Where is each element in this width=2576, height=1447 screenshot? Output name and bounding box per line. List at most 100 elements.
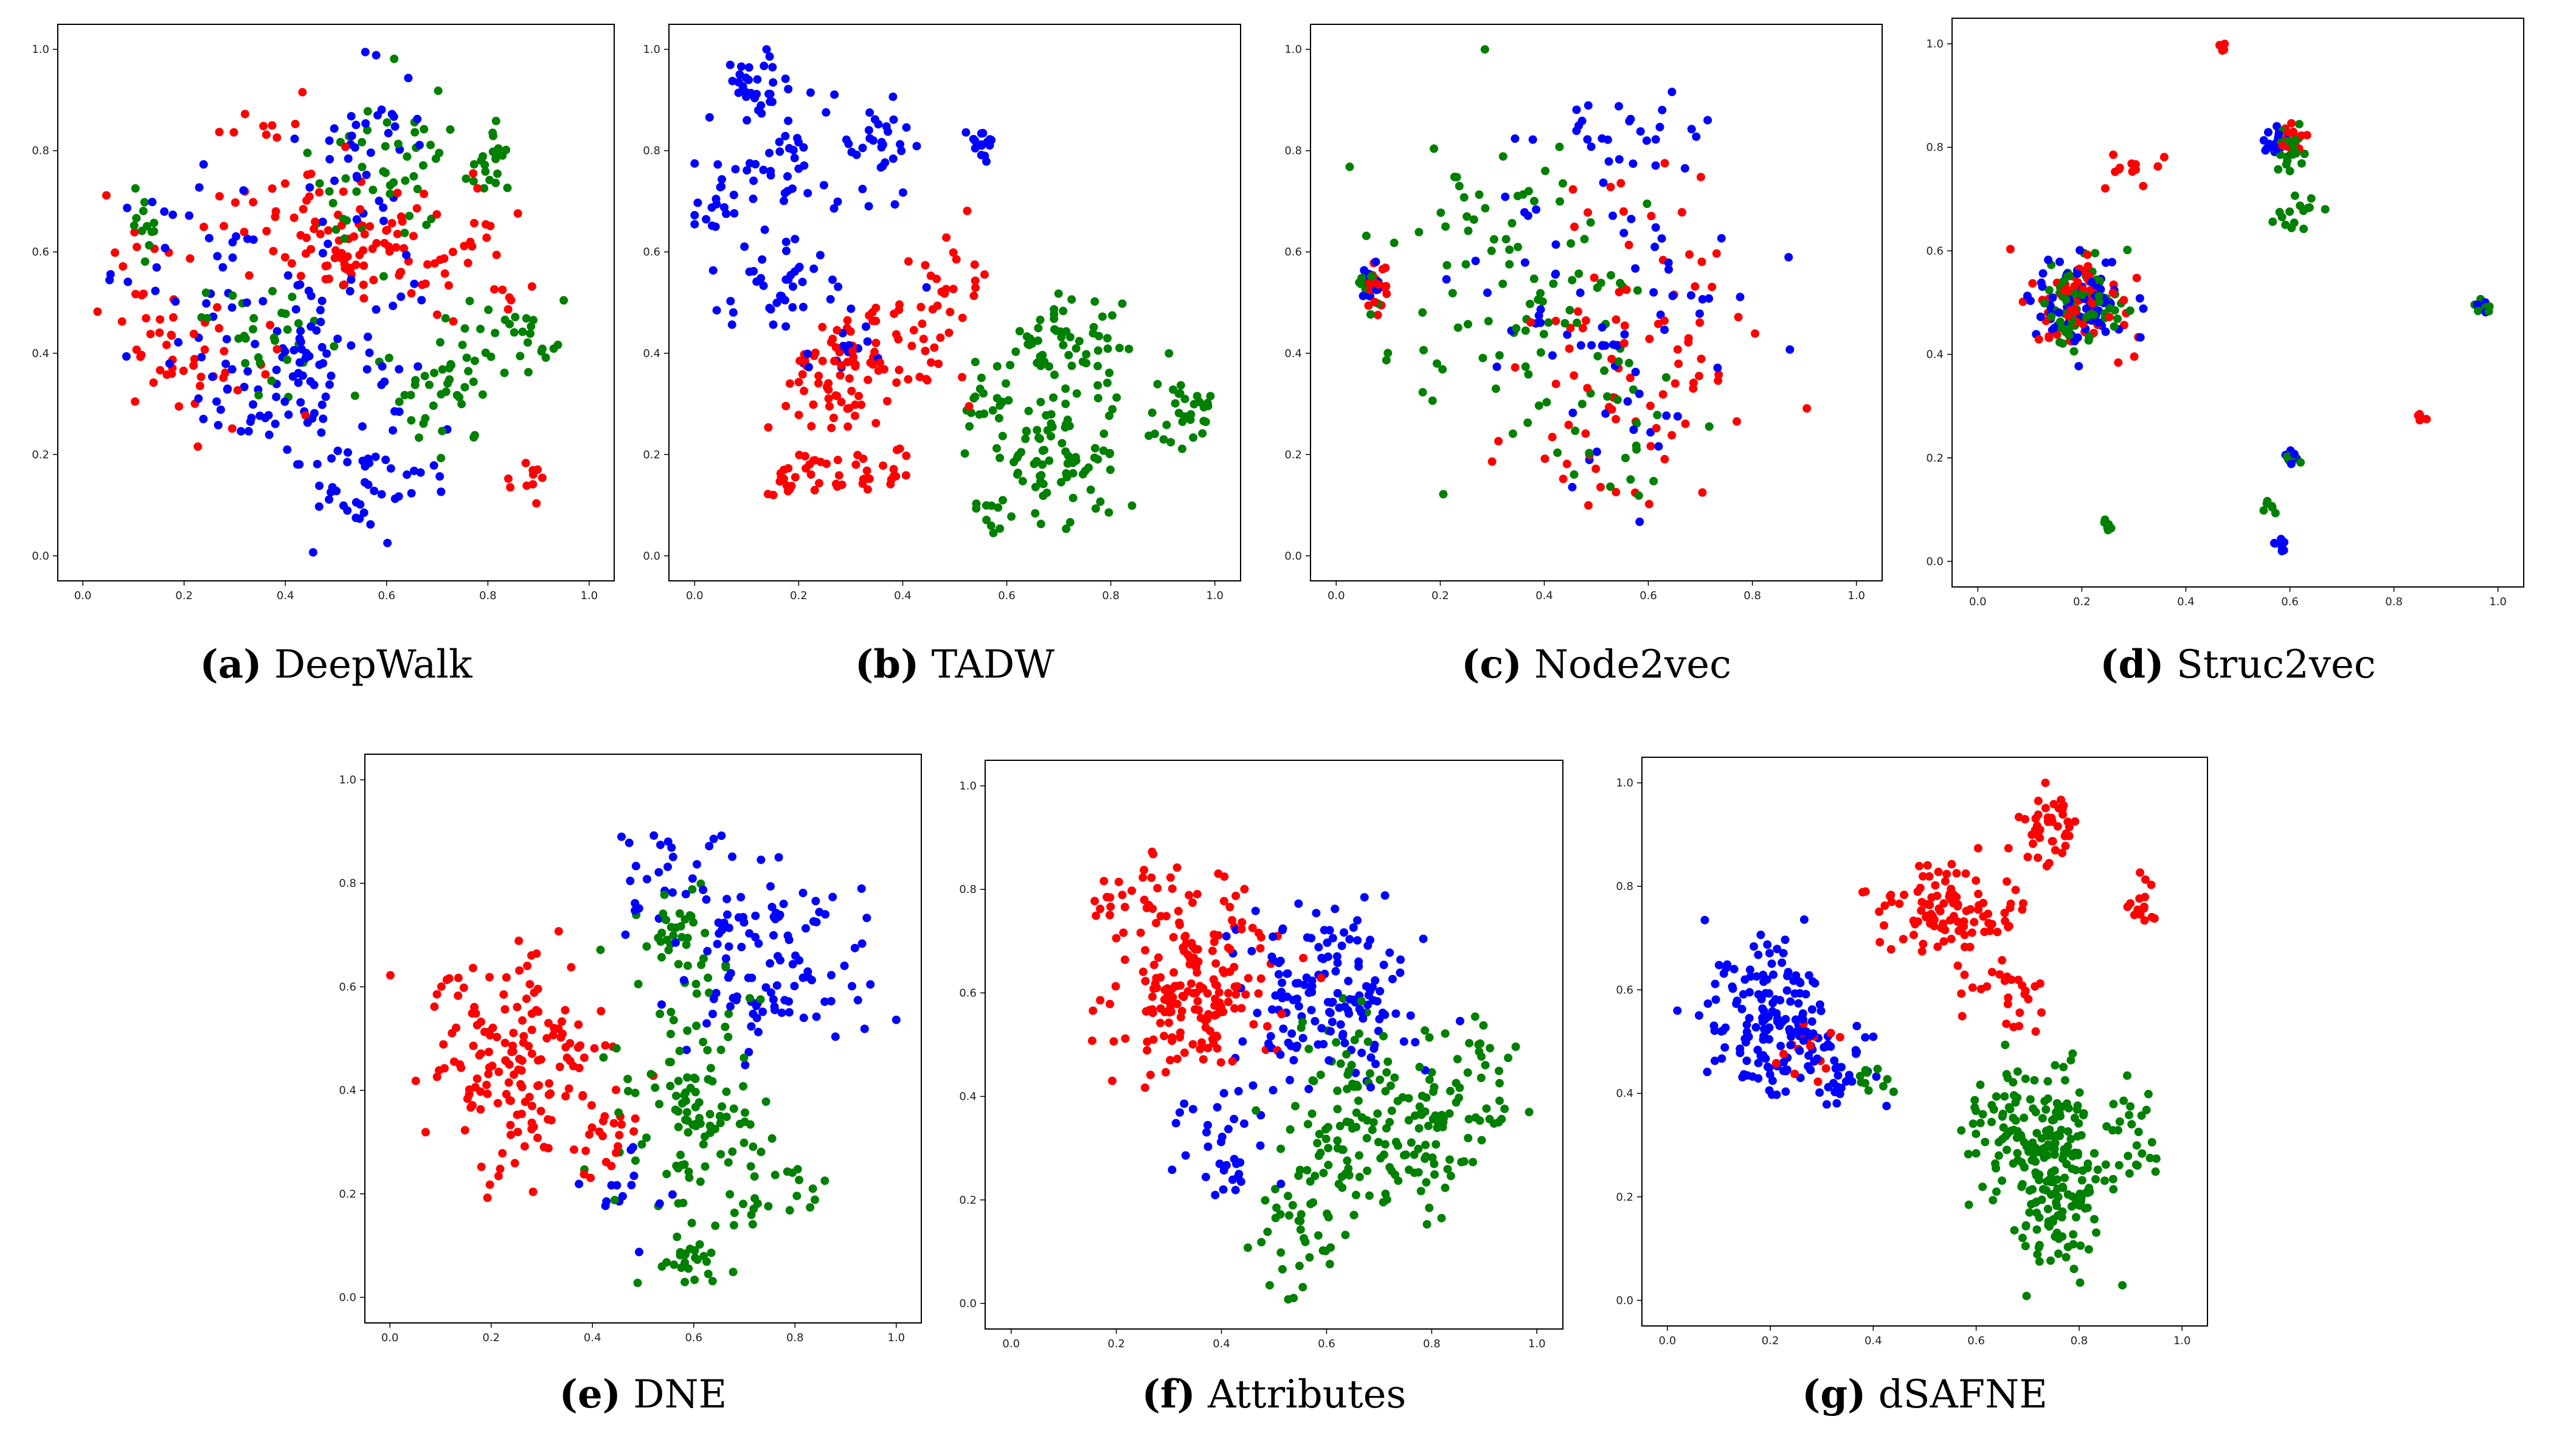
point-green [672,1091,680,1100]
point-red [272,345,282,354]
point-green [424,380,434,389]
point-green [1418,387,1427,397]
point-red [530,988,539,998]
point-red [350,232,358,241]
point-blue [317,342,327,352]
point-red [1596,482,1605,491]
point-green [614,1108,623,1117]
point-blue [1779,949,1788,958]
point-green [1067,361,1076,370]
point-red [833,325,842,335]
point-green [1861,1066,1870,1075]
point-red [554,1024,563,1033]
point-blue [2055,257,2064,266]
y-tick-label: 1.0 [1926,38,1944,50]
point-green [1432,1140,1441,1149]
point-red [1695,372,1703,381]
point-red [532,499,541,508]
point-red [1120,903,1129,912]
point-red [1168,884,1177,894]
point-red [515,966,524,975]
point-blue [1325,1008,1334,1016]
y-tick-label: 0.8 [959,883,977,896]
point-red [936,333,945,342]
point-blue [831,1032,840,1041]
point-blue [1620,330,1629,339]
point-blue [860,1024,869,1033]
point-red [1106,902,1115,911]
point-blue [790,982,799,991]
caption-f: (f) Attributes [985,1372,1563,1417]
point-red [2004,921,2013,931]
point-blue [1534,311,1543,320]
point-red [1953,961,1962,970]
point-red [484,1047,493,1057]
point-blue [379,217,388,226]
point-green [681,1088,690,1097]
point-green [1127,501,1137,510]
point-blue [1756,931,1765,939]
point-green [1424,1122,1433,1131]
x-tick-label: 0.6 [1967,1334,1985,1347]
point-red [1277,1010,1286,1019]
point-red [1187,979,1196,988]
point-green [1363,1166,1372,1175]
x-tick-label: 0.8 [479,589,497,602]
point-red [1919,872,1927,881]
point-red [1931,881,1940,890]
point-green [1529,196,1539,206]
point-blue [1830,1056,1839,1065]
point-green [1486,1044,1495,1053]
point-red [801,452,809,460]
point-red [2029,839,2037,848]
point-red [1551,316,1560,325]
point-red [1972,876,1981,885]
point-green [1500,1105,1509,1114]
point-blue [213,252,222,261]
point-red [1160,995,1169,1004]
point-red [1581,429,1590,438]
point-blue [766,959,775,968]
point-green [2300,150,2309,158]
point-red [1511,363,1520,372]
point-green [330,342,339,351]
point-red [337,249,346,258]
point-red [1979,912,1988,921]
point-red [2023,853,2032,861]
point-green [1380,1140,1390,1149]
point-green [999,496,1007,505]
point-red [111,248,119,257]
point-blue [165,359,174,368]
point-blue [833,197,842,206]
point-blue [404,74,413,83]
point-blue [1353,916,1362,925]
point-green [1089,328,1098,338]
point-blue [1366,1083,1375,1092]
point-green [1063,415,1072,425]
point-blue [1781,935,1790,945]
point-blue [1379,960,1388,970]
point-red [534,1007,543,1016]
point-red [1941,876,1950,886]
point-green [1369,1118,1378,1127]
point-green [1068,469,1078,478]
point-red [1959,922,1968,931]
point-red [1652,424,1661,432]
point-blue [1371,257,1380,266]
point-blue [731,165,740,174]
point-red [2064,286,2073,295]
point-red [1317,973,1326,982]
point-green [469,160,479,169]
point-blue [352,215,361,224]
point-green [2013,1149,2022,1157]
point-blue [769,320,778,329]
y-tick-label: 0.8 [1616,880,1633,893]
point-green [1363,1037,1373,1046]
point-green [1106,465,1115,474]
point-green [1414,1144,1423,1153]
point-red [448,1029,457,1038]
point-blue [1769,970,1778,979]
point-green [1970,1103,1979,1112]
point-red [814,379,823,388]
point-blue [812,1012,821,1021]
